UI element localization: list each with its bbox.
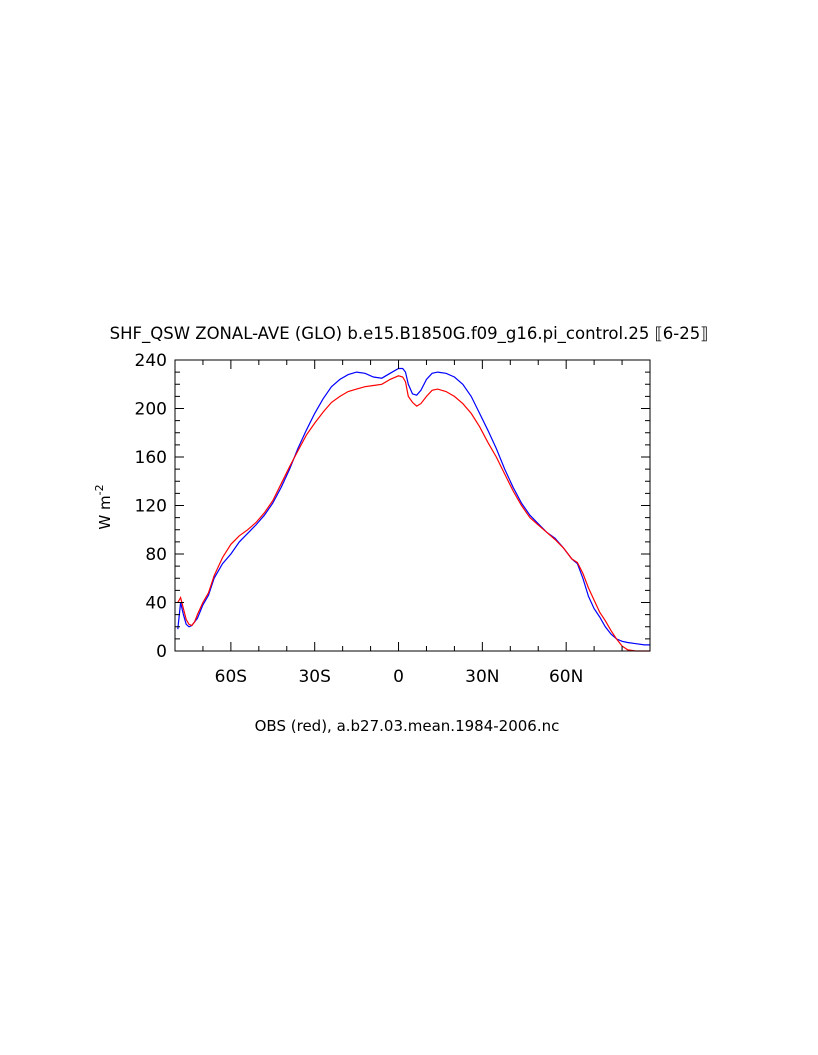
y-axis-label-main: W m (96, 495, 114, 529)
y-axis-label-exponent: -2 (93, 484, 106, 495)
x-tick-label-3: 30N (465, 667, 499, 687)
x-tick-label-2: 0 (393, 667, 404, 687)
y-tick-label-1: 40 (145, 594, 167, 614)
y-tick-label-2: 80 (145, 545, 167, 565)
y-tick-label-0: 0 (156, 642, 167, 662)
plot-area: 0 40 80 120 160 200 240 60S 30S 0 30N 60N (135, 351, 651, 687)
series-line-0 (177, 367, 650, 646)
x-tick-label-4: 60N (549, 667, 583, 687)
series-line-1 (177, 375, 650, 652)
chart-title: SHF_QSW ZONAL-AVE (GLO) b.e15.B1850G.f09… (110, 324, 709, 344)
y-tick-label-4: 160 (135, 448, 167, 468)
y-tick-label-6: 240 (135, 351, 167, 371)
x-tick-label-1: 30S (298, 667, 330, 687)
y-tick-label-5: 200 (135, 400, 167, 420)
y-axis-label: W m-2 (93, 484, 114, 529)
y-tick-label-3: 120 (135, 497, 167, 517)
plot-frame (174, 359, 651, 652)
x-axis-label: OBS (red), a.b27.03.mean.1984-2006.nc (255, 717, 560, 735)
x-tick-label-0: 60S (215, 667, 247, 687)
